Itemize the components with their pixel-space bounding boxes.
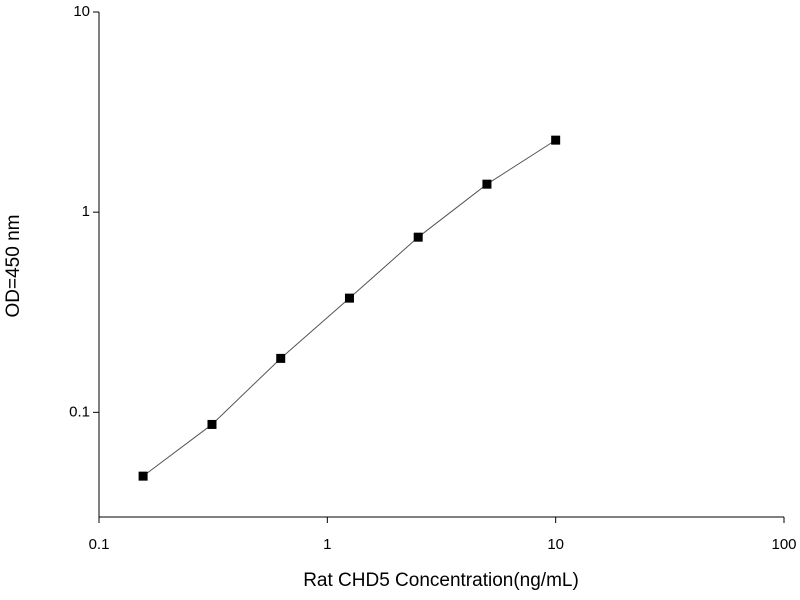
data-point [138,471,148,481]
x-axis-title: Rat CHD5 Concentration(ng/mL) [303,570,579,591]
y-tick-label: 10 [73,3,90,20]
y-tick-label: 1 [82,203,90,220]
data-point [344,293,354,303]
data-point [413,232,423,242]
x-tick-label: 1 [323,536,331,553]
data-point [482,179,492,189]
data-point [207,419,217,429]
data-point [551,135,561,145]
x-tick-label: 0.1 [89,536,110,553]
series-line [142,139,556,477]
x-tick-label: 10 [547,536,564,553]
y-tick-label: 0.1 [69,403,90,420]
x-tick-label: 100 [771,536,796,553]
y-axis-title: OD=450 nm [3,215,24,318]
data-point [276,353,286,363]
